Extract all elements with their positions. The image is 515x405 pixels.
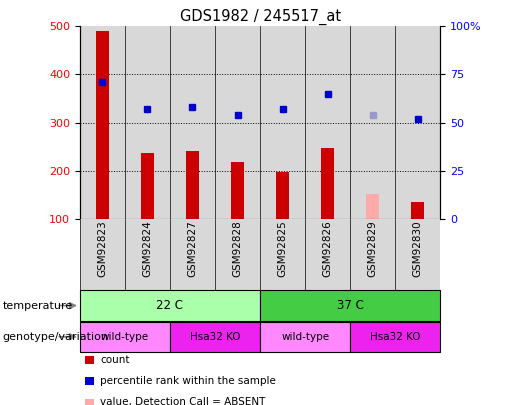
Bar bbox=[170, 322, 260, 352]
Bar bbox=[366, 194, 379, 219]
Text: wild-type: wild-type bbox=[101, 332, 149, 342]
Text: wild-type: wild-type bbox=[281, 332, 329, 342]
Bar bbox=[350, 322, 440, 352]
Text: GSM92829: GSM92829 bbox=[368, 220, 377, 277]
Text: GSM92826: GSM92826 bbox=[323, 220, 333, 277]
Bar bbox=[96, 31, 109, 219]
Bar bbox=[260, 219, 305, 290]
Bar bbox=[215, 219, 260, 290]
Bar bbox=[305, 219, 350, 290]
Bar bbox=[411, 202, 424, 219]
Bar bbox=[350, 26, 396, 219]
Bar bbox=[276, 172, 289, 219]
Text: count: count bbox=[100, 355, 130, 365]
Text: temperature: temperature bbox=[3, 301, 73, 311]
Bar bbox=[260, 26, 305, 219]
Bar bbox=[125, 26, 170, 219]
Bar bbox=[260, 322, 350, 352]
Bar bbox=[170, 26, 215, 219]
Bar bbox=[305, 26, 350, 219]
Bar bbox=[80, 322, 170, 352]
Text: GSM92823: GSM92823 bbox=[97, 220, 107, 277]
Bar bbox=[80, 290, 260, 321]
Bar bbox=[80, 26, 125, 219]
Bar bbox=[215, 26, 260, 219]
Bar bbox=[260, 290, 440, 321]
Bar bbox=[396, 219, 440, 290]
Text: GSM92828: GSM92828 bbox=[233, 220, 243, 277]
Text: GSM92830: GSM92830 bbox=[413, 220, 423, 277]
Text: genotype/variation: genotype/variation bbox=[3, 332, 109, 342]
Text: GSM92827: GSM92827 bbox=[187, 220, 197, 277]
Text: value, Detection Call = ABSENT: value, Detection Call = ABSENT bbox=[100, 397, 266, 405]
Text: 37 C: 37 C bbox=[337, 299, 364, 312]
Text: percentile rank within the sample: percentile rank within the sample bbox=[100, 376, 277, 386]
Bar bbox=[186, 151, 199, 219]
Bar bbox=[231, 162, 244, 219]
Text: Hsa32 KO: Hsa32 KO bbox=[370, 332, 421, 342]
Text: Hsa32 KO: Hsa32 KO bbox=[190, 332, 241, 342]
Bar bbox=[321, 147, 334, 219]
Bar bbox=[350, 219, 396, 290]
Bar bbox=[141, 153, 154, 219]
Text: 22 C: 22 C bbox=[157, 299, 183, 312]
Title: GDS1982 / 245517_at: GDS1982 / 245517_at bbox=[180, 9, 340, 25]
Bar bbox=[80, 219, 125, 290]
Text: GSM92824: GSM92824 bbox=[143, 220, 152, 277]
Bar bbox=[125, 219, 170, 290]
Bar bbox=[396, 26, 440, 219]
Bar bbox=[170, 219, 215, 290]
Text: GSM92825: GSM92825 bbox=[278, 220, 287, 277]
